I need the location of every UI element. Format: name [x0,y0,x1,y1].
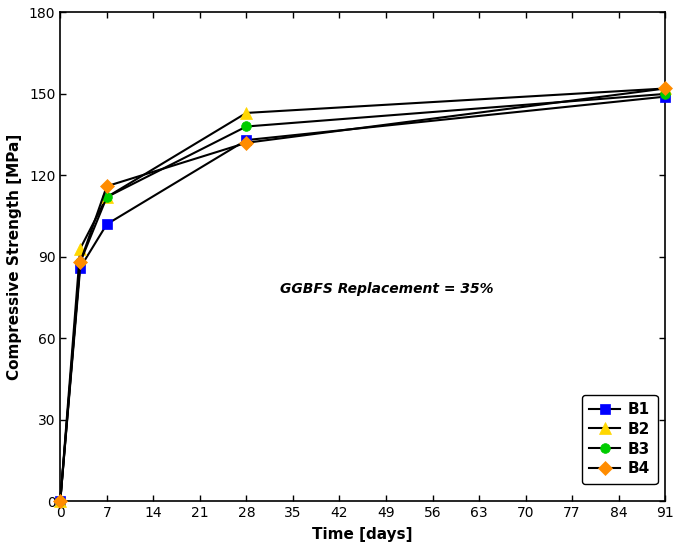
B2 [242,110,251,116]
Y-axis label: Compressive Strength [MPa]: Compressive Strength [MPa] [7,134,22,380]
Text: GGBFS Replacement = 35%: GGBFS Replacement = 35% [280,282,493,296]
B4 [661,85,669,92]
Line: B3: B3 [55,89,670,506]
B3 [242,123,251,130]
B2 [76,245,84,252]
B1 [661,93,669,100]
B1 [56,498,64,505]
B2 [661,85,669,92]
B1 [76,265,84,271]
B2 [56,498,64,505]
B3 [103,194,111,200]
X-axis label: Time [days]: Time [days] [313,527,413,542]
B3 [76,259,84,266]
B4 [76,259,84,266]
B4 [56,498,64,505]
B3 [661,91,669,97]
B1 [242,137,251,143]
B2 [103,194,111,200]
B4 [103,183,111,189]
Line: B1: B1 [55,92,670,506]
Line: B2: B2 [54,83,671,507]
B4 [242,139,251,146]
B1 [103,221,111,227]
B3 [56,498,64,505]
Line: B4: B4 [55,83,670,506]
Legend: B1, B2, B3, B4: B1, B2, B3, B4 [582,395,658,484]
